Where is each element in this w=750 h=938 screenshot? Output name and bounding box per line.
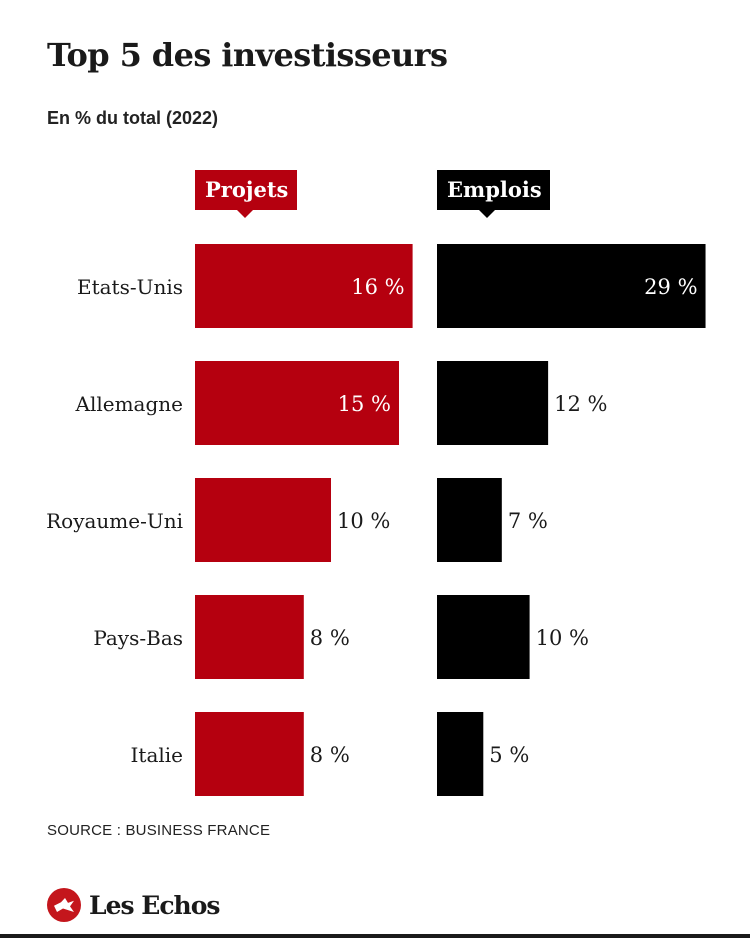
source-note: SOURCE : BUSINESS FRANCE bbox=[47, 822, 271, 839]
legend-tag-emplois bbox=[437, 170, 550, 218]
legend-tag-projets bbox=[195, 170, 297, 218]
bar-projets bbox=[195, 361, 399, 445]
bar-emplois bbox=[437, 595, 530, 679]
value-label-projets: 8 % bbox=[310, 626, 350, 650]
value-label-emplois: 10 % bbox=[536, 626, 589, 650]
bar-emplois bbox=[437, 244, 706, 328]
category-label: Etats-Unis bbox=[77, 275, 183, 299]
bar-emplois bbox=[437, 478, 502, 562]
value-label-projets: 16 % bbox=[351, 275, 404, 299]
value-label-projets: 10 % bbox=[337, 509, 390, 533]
value-label-emplois: 29 % bbox=[644, 275, 697, 299]
bottom-rule bbox=[0, 934, 750, 938]
value-label-projets: 15 % bbox=[338, 392, 391, 416]
legend-label-projets: Projets bbox=[205, 177, 288, 202]
category-label: Pays-Bas bbox=[93, 626, 183, 650]
logo-icon bbox=[47, 888, 81, 922]
chart-title: Top 5 des investisseurs bbox=[47, 36, 448, 74]
logo-text: Les Echos bbox=[89, 890, 220, 920]
category-label: Italie bbox=[131, 743, 184, 767]
bar-chart: Projets Emplois Etats-Unis Allemagne Royaume… bbox=[46, 170, 706, 796]
legend-label-emplois: Emplois bbox=[447, 177, 542, 202]
value-label-projets: 8 % bbox=[310, 743, 350, 767]
les-echos-logo: Les Echos bbox=[47, 888, 220, 922]
value-label-emplois: 12 % bbox=[554, 392, 607, 416]
bar-projets bbox=[195, 478, 331, 562]
bar-emplois bbox=[437, 361, 549, 445]
value-label-emplois: 7 % bbox=[508, 509, 548, 533]
bar-projets bbox=[195, 712, 304, 796]
bar-emplois bbox=[437, 712, 484, 796]
bar-projets bbox=[195, 595, 304, 679]
category-label: Royaume-Uni bbox=[46, 509, 183, 533]
bar-projets bbox=[195, 244, 413, 328]
value-label-emplois: 5 % bbox=[489, 743, 529, 767]
chart-subtitle: En % du total (2022) bbox=[47, 108, 219, 128]
category-label: Allemagne bbox=[75, 392, 183, 416]
